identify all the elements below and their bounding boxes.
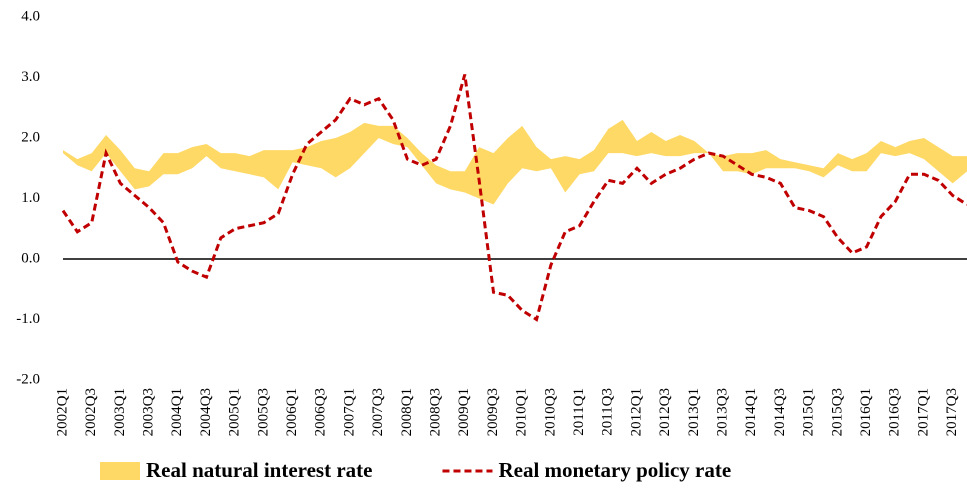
x-tick-label: 2014Q3 [772,388,788,436]
x-tick-label: 2012Q3 [657,388,673,436]
x-tick-label: 2014Q1 [743,388,759,436]
x-tick-label: 2003Q1 [112,388,128,436]
x-tick-label: 2015Q3 [829,388,845,436]
y-tick-label: 3.0 [21,69,40,85]
x-tick-label: 2003Q3 [141,388,157,436]
x-tick-label: 2008Q1 [399,388,415,436]
x-tick-label: 2006Q1 [284,388,300,436]
x-tick-label: 2013Q3 [715,388,731,436]
x-tick-label: 2007Q1 [341,388,357,436]
x-tick-label: 2011Q3 [600,388,616,436]
x-tick-label: 2013Q1 [686,388,702,436]
x-tick-label: 2006Q3 [313,388,329,436]
x-tick-label: 2004Q1 [169,388,185,436]
x-tick-label: 2002Q1 [54,388,70,436]
y-tick-label: 2.0 [21,129,40,145]
x-tick-label: 2016Q1 [858,388,874,436]
legend-label: Real natural interest rate [146,458,372,482]
y-tick-label: 4.0 [21,8,40,24]
legend-swatch [100,462,140,480]
x-tick-label: 2010Q1 [514,388,530,436]
y-tick-label: 0.0 [21,250,40,266]
x-tick-label: 2005Q1 [227,388,243,436]
y-tick-label: -1.0 [16,311,40,327]
x-tick-label: 2012Q1 [628,388,644,436]
x-tick-label: 2017Q1 [915,388,931,436]
y-tick-label: -2.0 [16,371,40,387]
x-tick-label: 2009Q1 [456,388,472,436]
x-tick-label: 2004Q3 [198,388,214,436]
x-tick-label: 2009Q3 [485,388,501,436]
x-tick-label: 2011Q1 [571,388,587,436]
x-tick-label: 2007Q3 [370,388,386,436]
x-tick-label: 2005Q3 [255,388,271,436]
x-tick-label: 2008Q3 [428,388,444,436]
y-tick-label: 1.0 [21,190,40,206]
x-tick-label: 2016Q3 [887,388,903,436]
x-tick-label: 2015Q1 [801,388,817,436]
band-area [63,119,967,205]
legend-label: Real monetary policy rate [498,458,731,482]
x-tick-label: 2002Q3 [83,388,99,436]
x-tick-label: 2017Q3 [944,388,960,436]
x-tick-label: 2010Q3 [542,388,558,436]
policy-line [61,74,967,322]
